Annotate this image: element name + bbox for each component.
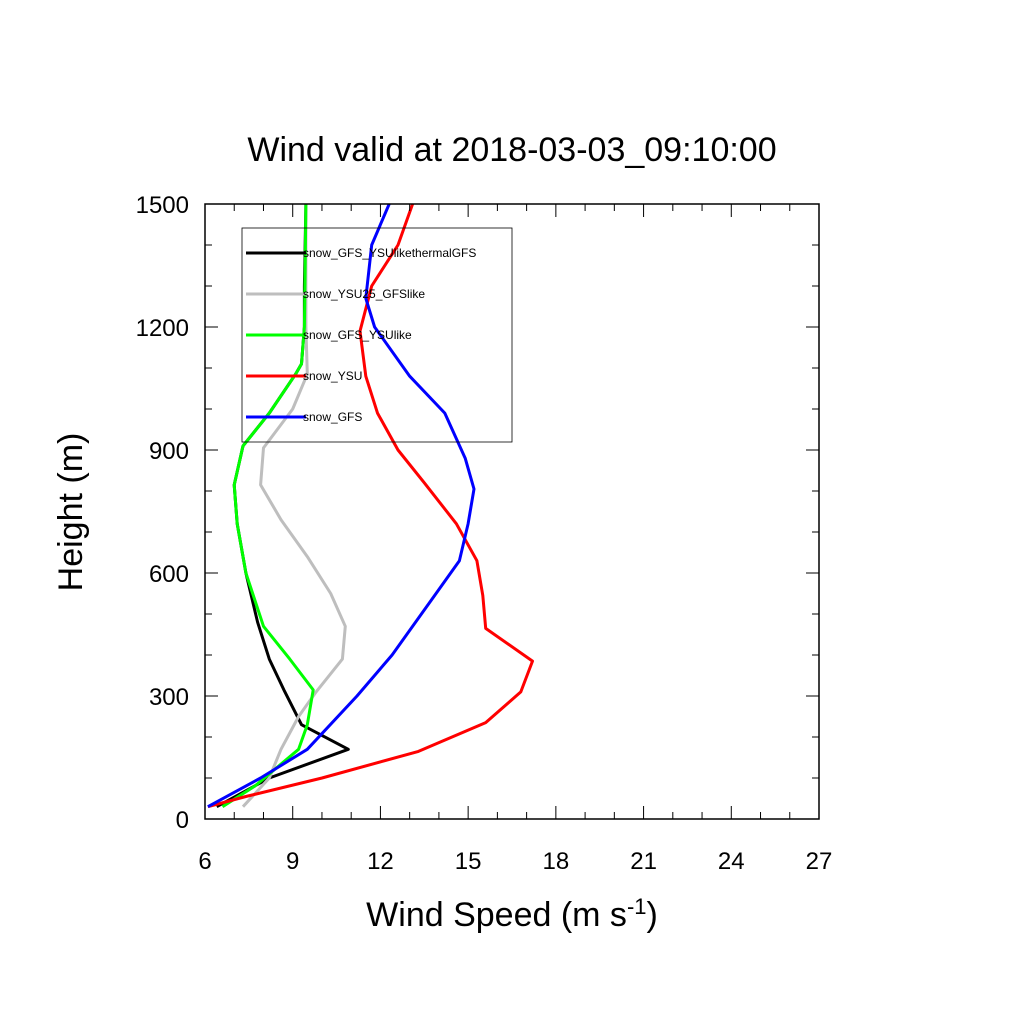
y-tick-label: 1500 — [136, 192, 189, 219]
legend-box — [241, 227, 513, 443]
y-tick-label: 300 — [149, 684, 189, 711]
x-tick-label: 27 — [806, 848, 833, 875]
series-line-1 — [241, 204, 347, 808]
series-line-2 — [221, 203, 315, 808]
legend-label-4: snow_GFS — [303, 410, 362, 424]
series-line-4 — [207, 203, 476, 809]
x-tick-label: 6 — [198, 848, 211, 875]
chart-title: Wind valid at 2018-03-03_09:10:00 — [247, 131, 776, 169]
x-axis-title-superscript: -1 — [627, 894, 647, 919]
plot-frame — [204, 203, 820, 820]
y-tick-label: 900 — [149, 438, 189, 465]
legend-label-1: snow_YSU25_GFSlike — [303, 287, 425, 301]
x-axis-title-suffix: ) — [647, 896, 658, 934]
y-tick-label: 1200 — [136, 315, 189, 342]
legend: snow_GFS_YSUlikethermalGFS snow_YSU25_GFS… — [241, 227, 513, 443]
series-layer — [207, 203, 534, 809]
y-axis-title: Height (m) — [52, 433, 90, 592]
y-tick-label: 0 — [176, 807, 189, 834]
series-line-3 — [207, 203, 534, 809]
x-tick-label: 24 — [718, 848, 745, 875]
x-tick-label: 21 — [630, 848, 657, 875]
x-axis-title: Wind Speed (m s-1) — [366, 894, 658, 934]
y-tick-label: 600 — [149, 561, 189, 588]
x-tick-label: 15 — [455, 848, 482, 875]
x-tick-label: 12 — [367, 848, 394, 875]
legend-label-3: snow_YSU — [303, 369, 362, 383]
legend-label-0: snow_GFS_YSUlikethermalGFS — [303, 246, 476, 260]
x-tick-label: 18 — [543, 848, 570, 875]
x-axis-title-main: Wind Speed (m s — [366, 896, 627, 934]
legend-label-2: snow_GFS_YSUlike — [303, 328, 412, 342]
x-tick-label: 9 — [286, 848, 299, 875]
tick-layer: 6 9 12 15 18 21 24 27 0 300 600 900 1200 1500 — [136, 192, 833, 875]
